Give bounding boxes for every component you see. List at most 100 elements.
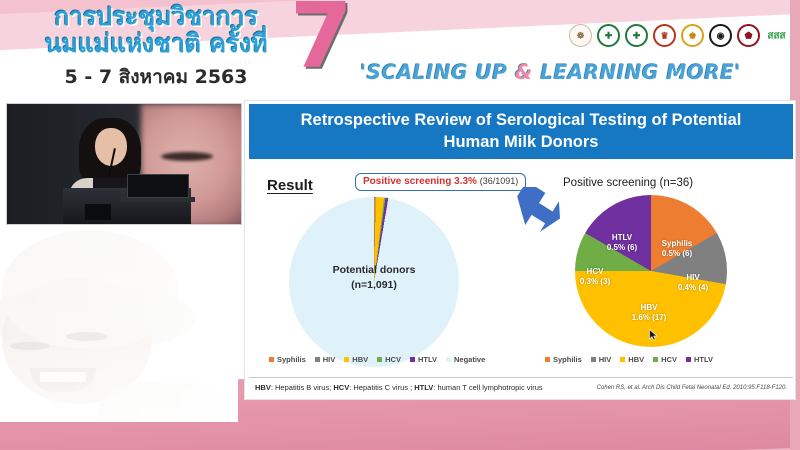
royal-crest-logo-glyph: ♛ xyxy=(660,30,669,40)
legend-item-hcv: HCV xyxy=(377,355,401,364)
legend-item-hbv: HBV xyxy=(344,355,368,364)
slide-content-card: Retrospective Review of Serological Test… xyxy=(244,100,796,400)
tagline-part-2: LEARNING MORE' xyxy=(532,60,741,84)
footnote-hbv-value: : Hepatitis B virus; xyxy=(270,383,334,392)
black-circle-logo-glyph: ◉ xyxy=(716,30,725,40)
legend-swatch-hcv-right xyxy=(653,357,659,362)
legend-swatch-hcv xyxy=(377,357,383,362)
slide-title: Retrospective Review of Serological Test… xyxy=(249,104,793,159)
right-chart-legend: Syphilis HIV HBV HCV HTLV xyxy=(545,355,713,364)
tagline-part-1: 'SCALING UP xyxy=(360,60,515,84)
legend-swatch-hiv xyxy=(314,357,320,362)
conference-header: การประชุมวิชาการ นมแม่แห่งชาติ ครั้งที่ … xyxy=(0,0,800,96)
thaihealth-logo: สสส xyxy=(765,24,788,47)
positive-screening-pie-graphic xyxy=(575,195,727,347)
legend-item-hcv-right: HCV xyxy=(653,355,677,364)
conference-date: 5 - 7 สิงหาคม 2563 xyxy=(64,66,248,88)
foreground-face-eye xyxy=(161,152,213,161)
legend-item-hiv-right: HIV xyxy=(590,355,612,364)
result-label: Result xyxy=(267,177,313,194)
red-crest-logo: ⬟ xyxy=(737,24,760,47)
legend-label-hcv: HCV xyxy=(385,355,401,364)
potential-donors-pie-chart: Potential donors (n=1,091) xyxy=(289,197,469,377)
legend-swatch-hbv-right xyxy=(620,357,626,362)
callout-fraction-text: (36/1091) xyxy=(479,176,519,186)
health-dept-logo: ✚ xyxy=(625,24,648,47)
legend-item-negative: Negative xyxy=(446,355,485,364)
thai-title-line-1: การประชุมวิชาการ xyxy=(54,2,258,31)
slice-label-htlv: HTLV 0.5% (6) xyxy=(599,233,645,254)
legend-label-hbv: HBV xyxy=(352,355,369,364)
conference-tagline: 'SCALING UP & LEARNING MORE' xyxy=(360,60,790,84)
legend-swatch-syphilis xyxy=(269,357,274,362)
slice-label-hbv: HBV 1.6% (17) xyxy=(619,303,679,324)
laptop-screen xyxy=(127,174,189,198)
thai-title-line-2: นมแม่แห่งชาติ ครั้งที่ xyxy=(44,28,268,58)
legend-label-hiv-right: HIV xyxy=(598,355,612,364)
legend-label-syphilis-right: Syphilis xyxy=(553,355,582,364)
edition-number: 7 xyxy=(290,0,353,89)
legend-item-syphilis: Syphilis xyxy=(269,355,306,364)
ministry-health-logo: ✚ xyxy=(597,24,620,47)
legend-label-htlv-right: HTLV xyxy=(693,355,713,364)
legend-swatch-htlv-right xyxy=(685,357,691,362)
ministry-health-logo-glyph: ✚ xyxy=(604,30,613,40)
legend-item-htlv: HTLV xyxy=(409,355,437,364)
slice-label-syphilis-value: 0.5% (6) xyxy=(661,249,693,259)
legend-label-negative: Negative xyxy=(454,355,486,364)
potential-donors-center-label: Potential donors (n=1,091) xyxy=(289,263,459,293)
legend-item-hiv: HIV xyxy=(314,355,336,364)
footnote-htlv-key: HTLV xyxy=(414,383,434,392)
red-crest-logo-glyph: ⬟ xyxy=(744,30,753,40)
blue-arrow-icon xyxy=(517,187,561,232)
slice-label-hiv: HIV 0.4% (4) xyxy=(671,273,715,294)
legend-item-hbv-right: HBV xyxy=(620,355,644,364)
legend-label-hcv-right: HCV xyxy=(661,355,677,364)
abbreviation-definitions: HBV: Hepatitis B virus; HCV: Hepatitis C… xyxy=(255,383,543,392)
slice-label-htlv-name: HTLV xyxy=(611,233,633,242)
mouse-cursor-icon xyxy=(649,329,658,341)
slice-label-hcv-name: HCV xyxy=(586,267,604,276)
royal-seal-logo-glyph: ☸ xyxy=(576,30,585,40)
footnote-htlv-value: : human T cell lymphotropic virus xyxy=(433,383,543,392)
left-chart-legend: Syphilis HIV HBV HCV HTLV Negative xyxy=(269,355,485,364)
royal-seal-logo: ☸ xyxy=(569,24,592,47)
slice-label-hiv-value: 0.4% (4) xyxy=(677,283,709,293)
slide-footnote: HBV: Hepatitis B virus; HCV: Hepatitis C… xyxy=(249,377,793,397)
slice-label-syphilis: Syphilis 0.5% (6) xyxy=(651,239,703,260)
potential-donors-label-line-1: Potential donors xyxy=(332,264,416,276)
slice-label-hcv: HCV 0.3% (3) xyxy=(573,267,617,288)
positive-screening-callout: Positive screening 3.3% (36/1091) xyxy=(355,173,527,191)
slice-label-hbv-value: 1.6% (17) xyxy=(631,313,667,323)
baby-watermark-photo xyxy=(0,226,238,422)
speaker-video-panel[interactable] xyxy=(6,103,242,225)
legend-label-syphilis: Syphilis xyxy=(277,355,306,364)
baby-photo-fade-overlay-2 xyxy=(0,226,238,422)
podium-plate xyxy=(85,204,111,220)
slice-label-hiv-name: HIV xyxy=(686,273,700,282)
legend-label-hbv-right: HBV xyxy=(628,355,645,364)
legend-swatch-hiv-right xyxy=(590,357,596,362)
positive-screening-pie-chart: Syphilis 0.5% (6) HIV 0.4% (4) HBV 1.6% … xyxy=(575,195,735,355)
conference-thai-title: การประชุมวิชาการ นมแม่แห่งชาติ ครั้งที่ xyxy=(16,2,296,58)
slice-label-syphilis-name: Syphilis xyxy=(661,239,693,248)
legend-swatch-negative xyxy=(446,357,451,362)
thaihealth-logo-glyph: สสส xyxy=(767,30,786,41)
positive-screening-chart-title: Positive screening (n=36) xyxy=(563,177,694,189)
callout-highlight-text: Positive screening 3.3% xyxy=(363,176,477,187)
footnote-hcv-value: : Hepatitis C virus ; xyxy=(349,383,415,392)
tagline-ampersand: & xyxy=(514,60,533,84)
sponsor-logos: ☸ ✚ ✚ ♛ ♚ ◉ ⬟ สสส xyxy=(569,24,788,47)
legend-item-syphilis-right: Syphilis xyxy=(545,355,582,364)
gold-crest-logo-glyph: ♚ xyxy=(688,30,697,40)
legend-item-htlv-right: HTLV xyxy=(685,355,713,364)
potential-donors-label-line-2: (n=1,091) xyxy=(351,279,397,292)
legend-swatch-htlv xyxy=(409,357,415,362)
legend-label-hiv: HIV xyxy=(322,355,336,364)
potential-donors-pie-graphic xyxy=(289,197,459,367)
slice-label-hcv-value: 0.3% (3) xyxy=(579,277,611,287)
gold-crest-logo: ♚ xyxy=(681,24,704,47)
laptop-base xyxy=(121,197,195,202)
health-dept-logo-glyph: ✚ xyxy=(632,30,641,40)
